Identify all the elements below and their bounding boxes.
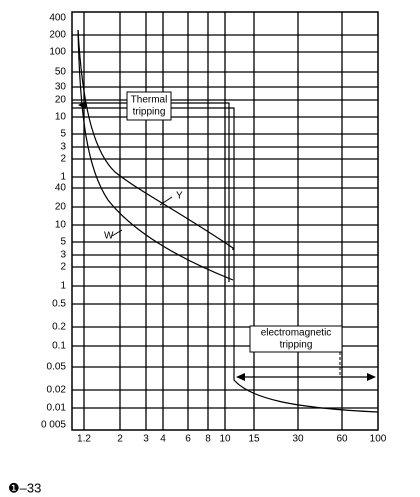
- x-tick-label: 10: [219, 434, 231, 445]
- y-tick-label: 0.01: [47, 403, 67, 414]
- curve-y: [77, 29, 234, 250]
- curve-label: W: [104, 231, 114, 242]
- leader: [159, 196, 173, 206]
- x-tick-label: 2: [117, 434, 123, 445]
- y-tick-label: 2: [60, 154, 66, 165]
- y-tick-label: 5: [60, 237, 66, 248]
- arrow-head: [236, 373, 245, 381]
- y-tick-label: 0.5: [52, 299, 66, 310]
- y-tick-label: 0.1: [52, 341, 66, 352]
- em-box: [249, 325, 343, 353]
- x-tick-label: 8: [205, 434, 211, 445]
- y-tick-label: 3: [60, 142, 66, 153]
- annotation: tripping: [280, 340, 313, 351]
- y-tick-label: 100: [49, 47, 66, 58]
- figure-label: ❶–33: [8, 480, 41, 495]
- curve-label: Y: [176, 191, 183, 202]
- x-tick-label: 1.2: [77, 434, 91, 445]
- y-tick-label: 10: [55, 112, 67, 123]
- thermal-limit-inner: [72, 102, 230, 250]
- x-tick-label: 4: [160, 434, 166, 445]
- x-tick-label: 15: [248, 434, 260, 445]
- curve-w: [77, 29, 234, 281]
- x-tick-label: 30: [292, 434, 304, 445]
- y-tick-label: 40: [55, 183, 67, 194]
- annotation: electromagnetic: [261, 328, 332, 339]
- leader: [111, 229, 123, 237]
- annotation: tripping: [133, 107, 166, 118]
- y-tick-label: 1: [60, 172, 66, 183]
- x-tick-label: 100: [370, 434, 387, 445]
- arrow-head: [78, 101, 86, 109]
- annotation: Thermal: [131, 95, 168, 106]
- y-tick-label: 0.02: [47, 385, 67, 396]
- thermal-limit-outer: [72, 107, 379, 413]
- arrow-head: [367, 373, 376, 381]
- y-tick-label: 30: [55, 82, 67, 93]
- thermal-box: [126, 91, 172, 121]
- grid: [72, 12, 378, 430]
- y-tick-label: 0.2: [52, 322, 66, 333]
- x-tick-label: 6: [185, 434, 191, 445]
- y-tick-label: 5: [60, 129, 66, 140]
- y-tick-label: 0.05: [47, 362, 67, 373]
- y-tick-label: 0 005: [41, 420, 66, 431]
- y-tick-label: 20: [55, 95, 67, 106]
- x-tick-label: 60: [336, 434, 348, 445]
- y-tick-label: 2: [60, 262, 66, 273]
- y-tick-label: 10: [55, 220, 67, 231]
- x-tick-label: 3: [143, 434, 149, 445]
- y-tick-label: 3: [60, 250, 66, 261]
- y-tick-label: 1: [60, 281, 66, 292]
- y-tick-label: 200: [49, 30, 66, 41]
- y-tick-label: 400: [49, 13, 66, 24]
- y-tick-label: 50: [55, 67, 67, 78]
- y-tick-label: 20: [55, 202, 67, 213]
